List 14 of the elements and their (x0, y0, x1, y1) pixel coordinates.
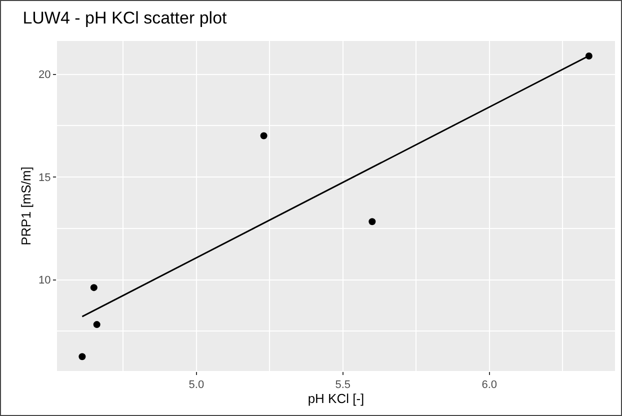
chart-title: LUW4 - pH KCl scatter plot (22, 8, 228, 28)
y-tick-label: 10 (38, 274, 51, 287)
point (90, 284, 98, 292)
y-tick-label: 15 (38, 172, 51, 184)
x-tick-label: 5.0 (188, 379, 204, 392)
point (260, 132, 268, 140)
x-tick-label: 6.0 (482, 379, 497, 392)
x-tick-label: 5.5 (335, 379, 351, 392)
x-axis-title: pH KCl [-] (308, 391, 364, 406)
point (368, 218, 376, 226)
y-tick-label: 20 (38, 69, 51, 82)
point (78, 353, 86, 360)
point (93, 321, 100, 328)
y-axis-title: PRP1 [mS/m] (18, 166, 34, 246)
